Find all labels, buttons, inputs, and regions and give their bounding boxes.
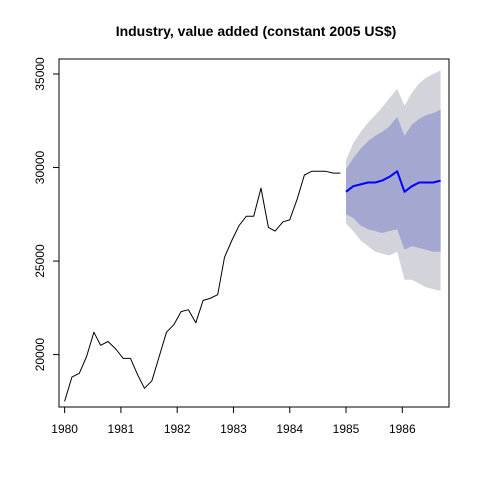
observed-line bbox=[64, 170, 341, 402]
forecast_mean-line bbox=[345, 170, 441, 193]
band-80 bbox=[346, 109, 441, 252]
y-axis: 20000 25000 30000 35000 bbox=[33, 57, 60, 372]
y-tick-label-30000: 30000 bbox=[33, 151, 47, 185]
x-tick-label-1981: 1981 bbox=[108, 422, 135, 436]
x-tick-label-1982: 1982 bbox=[164, 422, 191, 436]
x-tick-label-1986: 1986 bbox=[389, 422, 416, 436]
y-tick-label-35000: 35000 bbox=[33, 57, 47, 91]
confidence-bands bbox=[346, 70, 441, 291]
chart-title: Industry, value added (constant 2005 US$… bbox=[116, 23, 397, 39]
x-axis: 1980 1981 1982 1983 1984 1985 1986 bbox=[51, 406, 416, 436]
x-tick-label-1984: 1984 bbox=[276, 422, 303, 436]
y-tick-label-25000: 25000 bbox=[33, 244, 47, 278]
series-lines bbox=[64, 170, 441, 402]
x-tick-label-1983: 1983 bbox=[220, 422, 247, 436]
y-tick-label-20000: 20000 bbox=[33, 338, 47, 372]
x-tick-label-1985: 1985 bbox=[333, 422, 360, 436]
x-tick-label-1980: 1980 bbox=[51, 422, 78, 436]
